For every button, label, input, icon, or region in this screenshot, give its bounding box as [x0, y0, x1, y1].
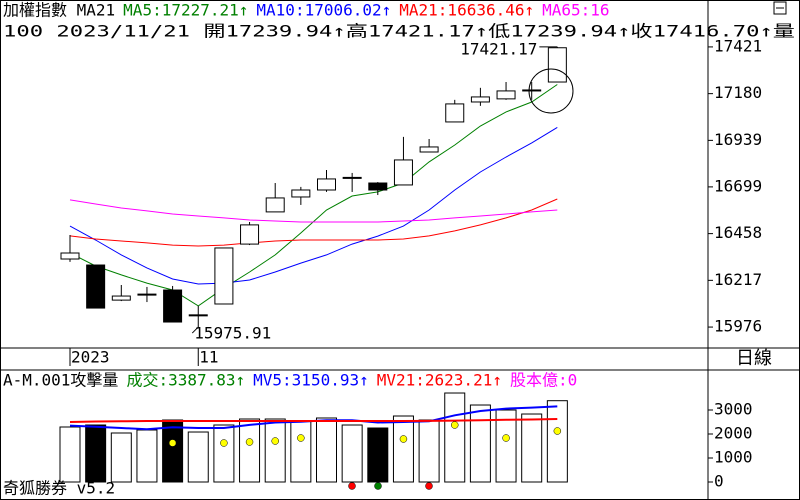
y-tick-label: 2000	[714, 424, 753, 443]
ma-line	[69, 198, 558, 247]
candle-body	[86, 264, 106, 309]
y-tick-label: 0	[714, 472, 724, 491]
legend-entry: MV21:2623.21↑	[377, 371, 502, 390]
legend-entry: MA21:16636.46↑	[399, 1, 534, 20]
highlight-circle	[528, 68, 574, 114]
price-legend: 加權指數 MA21 MA5:17227.21↑ MA10:17006.02↑ MA21…	[3, 1, 610, 20]
quote-line: 100 2023/11/21 開17239.94↑高17421.17↑低1723…	[3, 22, 795, 41]
volume-bar	[136, 429, 158, 483]
candle-body	[547, 47, 567, 83]
x-tick-label: 11	[199, 348, 218, 367]
annotation: 17421.17	[460, 39, 537, 58]
volume-bar	[187, 431, 209, 483]
volume-bar	[521, 413, 543, 483]
volume-bar	[316, 417, 337, 483]
volume-bar	[341, 424, 363, 483]
volume-bar	[239, 418, 261, 483]
y-tick-label: 16458	[714, 223, 762, 242]
volume-bar	[110, 432, 132, 483]
volume-bar	[213, 424, 235, 483]
y-tick-label: 16939	[714, 130, 762, 149]
volume-bar	[444, 392, 466, 483]
period-label: 日線	[736, 348, 772, 369]
signal-dot	[245, 438, 254, 446]
y-tick-label: 16217	[714, 270, 762, 289]
volume-bar	[418, 419, 440, 483]
candle-body	[342, 176, 362, 179]
candle-body	[60, 252, 80, 260]
signal-dot	[271, 437, 279, 445]
volume-bar	[392, 415, 414, 483]
y-tick-label: 1000	[714, 448, 753, 467]
ma-line	[69, 126, 558, 285]
legend-entry: 股本億:0	[510, 371, 577, 390]
signal-dot	[348, 482, 356, 490]
signal-dot	[553, 427, 562, 435]
legend-entry: MA65:16	[542, 1, 609, 20]
candle-body	[419, 146, 439, 153]
y-tick-label: 17421	[714, 36, 762, 55]
volume-bar	[367, 427, 389, 483]
volume-plot	[59, 392, 568, 483]
legend-entry: MA10:17006.02↑	[256, 1, 391, 20]
volume-bar	[162, 419, 184, 483]
signal-dot	[399, 435, 408, 443]
signal-dot	[297, 434, 305, 442]
y-tick-label: 15976	[714, 317, 762, 336]
annotation: 15975.91	[194, 324, 271, 343]
x-tick-label: 2023	[71, 348, 110, 367]
candle-body	[188, 314, 208, 317]
signal-dot	[425, 482, 433, 490]
candle-body	[393, 159, 413, 186]
signal-dot	[168, 439, 177, 447]
candle-body	[111, 295, 131, 301]
y-tick-label: 17180	[714, 83, 762, 102]
ma-line	[69, 199, 558, 223]
volume-bar	[546, 400, 568, 483]
volume-bar	[290, 420, 312, 483]
candle-body	[368, 182, 388, 191]
chart-title: 加權指數 MA21	[3, 1, 115, 20]
volume-bar	[264, 418, 286, 483]
volume-bar	[495, 409, 517, 483]
volume-bar	[469, 404, 491, 483]
legend-entry: MV5:3150.93↑	[253, 371, 369, 390]
candle-body	[163, 289, 183, 323]
y-tick-label: 3000	[714, 400, 753, 419]
legend-entry: MA5:17227.21↑	[123, 1, 248, 20]
volume-legend: A-M.001攻擊量 成交:3387.83↑ MV5:3150.93↑ MV21:26…	[3, 371, 577, 390]
footer: 奇狐勝券 v5.2	[3, 479, 115, 498]
candle-body	[522, 89, 542, 92]
candle-body	[291, 189, 311, 198]
signal-dot	[374, 482, 382, 490]
y-tick-label: 16699	[714, 176, 762, 195]
signal-dot	[451, 421, 459, 429]
candle-body	[470, 96, 490, 103]
annotation-leader	[191, 326, 199, 334]
price-plot: 17421.17 15975.91	[60, 39, 567, 343]
candle-body	[214, 247, 234, 305]
chart-title: A-M.001攻擊量	[3, 371, 118, 390]
mv-line	[69, 418, 558, 423]
signal-dot	[502, 434, 510, 442]
legend-entry: 成交:3387.83↑	[126, 371, 245, 390]
candle-body	[445, 103, 465, 123]
candle-body	[265, 197, 285, 213]
candle-body	[496, 90, 516, 100]
candle-body	[240, 224, 260, 245]
candle-body	[137, 293, 157, 296]
volume-bar	[59, 426, 81, 483]
candle-body	[317, 178, 336, 191]
signal-dot	[220, 439, 228, 447]
volume-bar	[85, 424, 107, 483]
